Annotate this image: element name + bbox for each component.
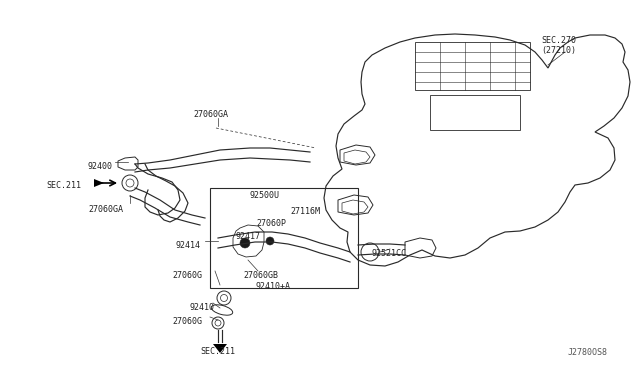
Text: 92500U: 92500U [250, 191, 280, 200]
Polygon shape [213, 344, 227, 353]
Circle shape [266, 237, 274, 245]
Text: 92414: 92414 [175, 241, 200, 250]
Circle shape [240, 238, 250, 248]
Text: 27060GA: 27060GA [193, 110, 228, 119]
Text: 27060GB: 27060GB [243, 271, 278, 280]
Bar [210, 188, 358, 288]
Text: 27060P: 27060P [256, 219, 286, 228]
Text: 27060G: 27060G [172, 271, 202, 280]
Text: 92410+A: 92410+A [256, 282, 291, 291]
Text: 27060G: 27060G [172, 317, 202, 326]
Text: 27116M: 27116M [290, 207, 320, 216]
Text: SEC.270
(27210): SEC.270 (27210) [541, 36, 576, 55]
Text: 92521CC: 92521CC [372, 249, 407, 258]
Text: 92417: 92417 [236, 232, 261, 241]
Text: SEC.211: SEC.211 [46, 181, 81, 190]
Text: 27060GA: 27060GA [88, 205, 123, 214]
Text: SEC.211: SEC.211 [200, 347, 235, 356]
Polygon shape [94, 179, 104, 187]
Text: 92400: 92400 [87, 162, 112, 171]
Text: J2780OS8: J2780OS8 [568, 348, 608, 357]
Text: 92410: 92410 [190, 303, 215, 312]
